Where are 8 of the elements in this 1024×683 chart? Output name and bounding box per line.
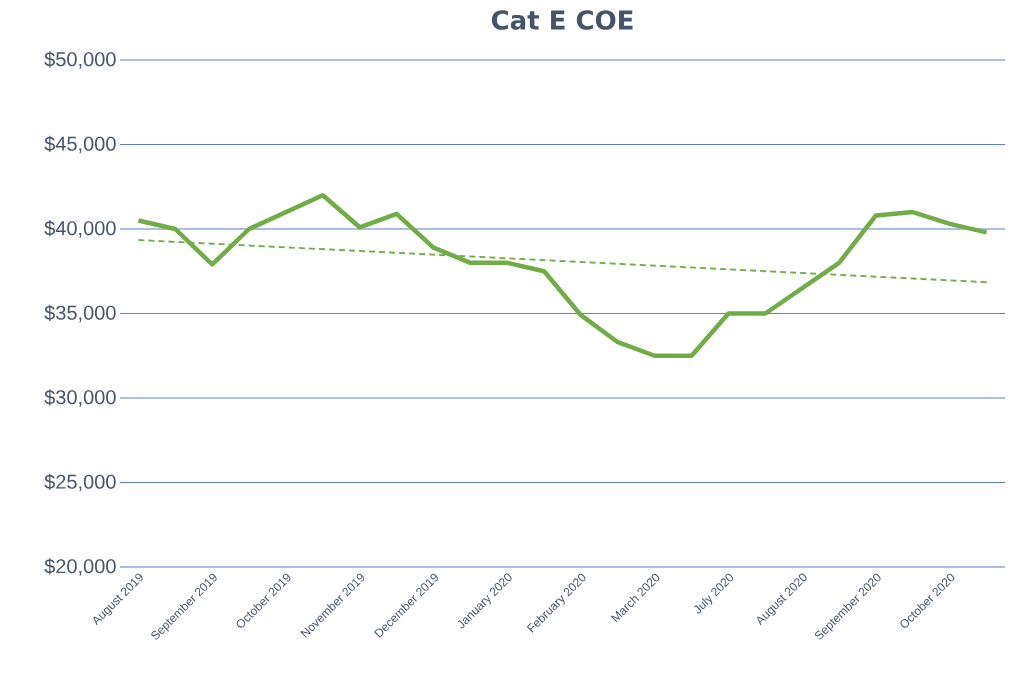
y-tick-label: $20,000 bbox=[44, 558, 116, 576]
y-tick-label: $50,000 bbox=[44, 51, 116, 69]
y-tick-label: $35,000 bbox=[44, 304, 116, 323]
y-tick-label: $40,000 bbox=[44, 220, 116, 238]
y-tick-label: $45,000 bbox=[44, 135, 116, 154]
y-tick-label: $30,000 bbox=[44, 389, 116, 407]
chart-title: Cat E COE bbox=[491, 10, 633, 30]
y-tick-label: $25,000 bbox=[44, 473, 116, 492]
